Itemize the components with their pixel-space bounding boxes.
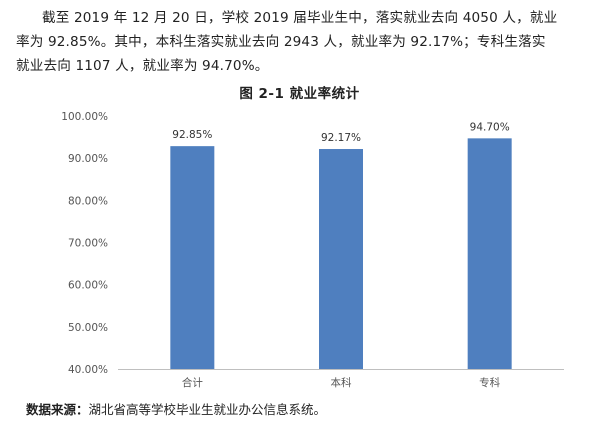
y-tick-label: 50.00% (68, 322, 108, 334)
bar-1 (319, 149, 363, 369)
bar-2 (467, 138, 512, 369)
data-source-colon: ： (76, 402, 89, 417)
data-label: 92.85% (172, 129, 212, 141)
y-tick-label: 70.00% (68, 238, 108, 250)
intro-line-1: 截至 2019 年 12 月 20 日，学校 2019 届毕业生中，落实就业去向… (42, 10, 558, 26)
intro-paragraph: 截至 2019 年 12 月 20 日，学校 2019 届毕业生中，落实就业去向… (16, 6, 594, 78)
y-tick-label: 90.00% (68, 153, 108, 165)
figure-title: 图 2-1 就业率统计 (239, 86, 360, 102)
data-source: 数据来源：湖北省高等学校毕业生就业办公信息系统。 (26, 399, 326, 418)
y-tick-label: 80.00% (68, 195, 108, 207)
y-tick-label: 60.00% (68, 280, 108, 292)
data-source-label: 数据来源 (26, 402, 77, 417)
data-label: 92.17% (321, 132, 361, 144)
data-source-text: 湖北省高等学校毕业生就业办公信息系统。 (88, 402, 327, 417)
x-tick-label: 专科 (479, 376, 500, 389)
intro-line-3: 就业去向 1107 人，就业率为 94.70%。 (16, 58, 269, 74)
x-tick-label: 本科 (331, 376, 352, 389)
y-tick-label: 100.00% (61, 111, 108, 123)
intro-line-2: 率为 92.85%。其中，本科生落实就业去向 2943 人，就业率为 92.17… (16, 34, 546, 50)
bar-0 (170, 146, 215, 369)
y-tick-label: 40.00% (68, 364, 108, 376)
x-tick-label: 合计 (182, 376, 203, 389)
data-label: 94.70% (470, 121, 510, 133)
